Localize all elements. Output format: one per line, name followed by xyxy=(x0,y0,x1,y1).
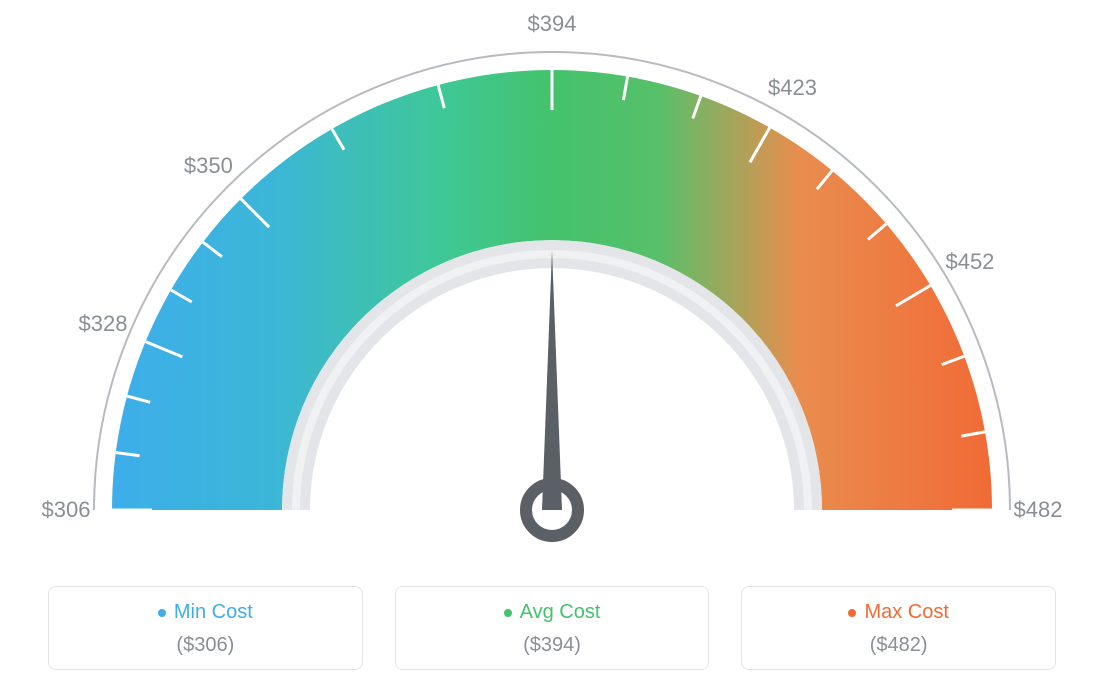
legend-title-text: Max Cost xyxy=(864,601,948,624)
legend-card-min: Min Cost ($306) xyxy=(48,586,363,670)
legend-value-max: ($482) xyxy=(752,634,1045,657)
dot-icon xyxy=(848,609,856,617)
gauge-tick-label: $482 xyxy=(1014,497,1063,523)
gauge-svg xyxy=(0,0,1104,560)
gauge-tick-label: $350 xyxy=(184,153,233,179)
legend-title-max: Max Cost xyxy=(848,601,948,624)
legend-title-text: Avg Cost xyxy=(520,601,601,624)
legend-value-min: ($306) xyxy=(59,634,352,657)
cost-gauge-chart: $306 $328 $350 $394 $423 $452 $482 xyxy=(0,0,1104,560)
gauge-tick-label: $423 xyxy=(768,75,817,101)
gauge-tick-label: $452 xyxy=(945,249,994,275)
gauge-tick-label: $328 xyxy=(79,311,128,337)
legend-row: Min Cost ($306) Avg Cost ($394) Max Cost… xyxy=(0,586,1104,670)
legend-value-avg: ($394) xyxy=(406,634,699,657)
legend-title-avg: Avg Cost xyxy=(504,601,601,624)
legend-title-text: Min Cost xyxy=(174,601,253,624)
legend-card-max: Max Cost ($482) xyxy=(741,586,1056,670)
legend-card-avg: Avg Cost ($394) xyxy=(395,586,710,670)
dot-icon xyxy=(504,609,512,617)
gauge-tick-label: $306 xyxy=(42,497,91,523)
gauge-tick-label: $394 xyxy=(528,11,577,37)
legend-title-min: Min Cost xyxy=(158,601,253,624)
dot-icon xyxy=(158,609,166,617)
